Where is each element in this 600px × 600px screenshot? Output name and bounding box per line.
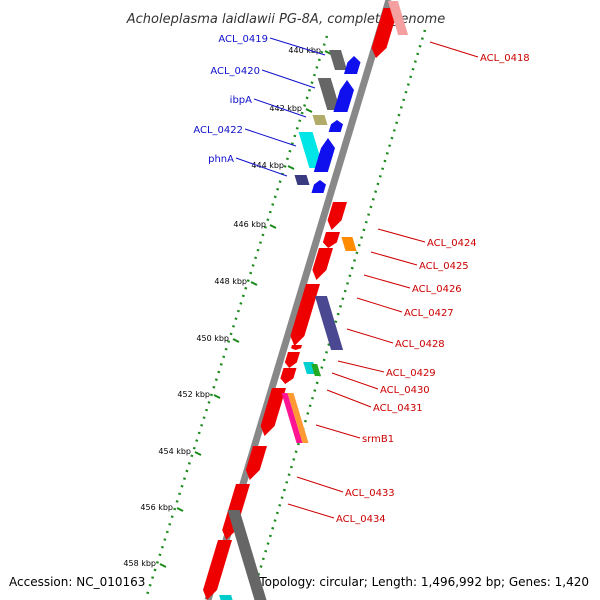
gene-label-reverse: ACL_0424 bbox=[427, 238, 477, 249]
accession-text: Accession: NC_010163 bbox=[9, 575, 145, 589]
tick-mark bbox=[305, 108, 313, 113]
gene-acl0428b bbox=[291, 345, 302, 350]
tick-mark bbox=[232, 338, 240, 343]
gene-features bbox=[203, 1, 409, 600]
gene-label-reverse: ACL_0428 bbox=[395, 339, 445, 350]
gene-label-forward: ibpA bbox=[230, 95, 252, 106]
leader-line bbox=[244, 128, 297, 147]
tick-mark bbox=[213, 394, 221, 399]
gene-label-reverse: ACL_0430 bbox=[380, 385, 430, 396]
gene-label-reverse: ACL_0425 bbox=[419, 261, 469, 272]
cds-acl0420 bbox=[317, 78, 341, 110]
gene-acl0418 bbox=[371, 8, 399, 58]
leader-line bbox=[429, 41, 479, 58]
tick-label: 440 kbp bbox=[288, 46, 321, 55]
gene-labels: ACL_0419 ACL_0420 ibpA ACL_0422 phnA ACL_0418… bbox=[193, 34, 529, 525]
gene-acl0422 bbox=[313, 138, 335, 172]
tick-mark bbox=[269, 224, 277, 229]
leader-line bbox=[337, 360, 385, 373]
tick-mark bbox=[287, 165, 295, 170]
gene-acl0427 bbox=[290, 284, 320, 346]
cds-acl0422 bbox=[298, 132, 324, 168]
gene-label-forward: ACL_0422 bbox=[193, 125, 243, 136]
gene-label-reverse: ACL_0418 bbox=[480, 53, 530, 64]
gene-acl0431 bbox=[260, 388, 286, 436]
leader-line bbox=[315, 424, 361, 439]
right-dotted-track bbox=[250, 29, 427, 597]
tick-label: 456 kbp bbox=[140, 503, 173, 512]
left-dotted-track bbox=[145, 35, 329, 596]
gene-acl0424b bbox=[322, 232, 340, 248]
leader-line bbox=[363, 274, 411, 289]
gene-label-reverse: ACL_0433 bbox=[345, 488, 395, 499]
gene-ibpa bbox=[328, 120, 343, 132]
cds-acl0430 bbox=[311, 364, 321, 376]
leader-line bbox=[377, 228, 426, 243]
tick-label: 458 kbp bbox=[123, 559, 156, 568]
tick-label: 444 kbp bbox=[251, 161, 284, 170]
leader-line bbox=[331, 372, 379, 390]
leader-line bbox=[326, 389, 372, 408]
gene-acl0430 bbox=[280, 368, 297, 384]
gene-label-reverse: ACL_0431 bbox=[373, 403, 423, 414]
leader-line bbox=[261, 69, 316, 89]
cds-acl0428 bbox=[314, 296, 344, 350]
cds-acl0418 bbox=[387, 1, 409, 35]
leader-line bbox=[370, 251, 418, 266]
dotted-tracks bbox=[145, 29, 427, 597]
map-title: Acholeplasma laidlawii PG-8A, complete g… bbox=[126, 12, 445, 27]
gene-acl0426 bbox=[312, 248, 333, 280]
gene-label-reverse: ACL_0426 bbox=[412, 284, 462, 295]
tick-label: 450 kbp bbox=[196, 334, 229, 343]
leader-line bbox=[346, 328, 394, 344]
genome-summary-text: Topology: circular; Length: 1,496,992 bp… bbox=[258, 575, 589, 589]
leader-line bbox=[235, 157, 288, 177]
label-leaders bbox=[235, 37, 479, 519]
gene-label-reverse: ACL_0429 bbox=[386, 368, 436, 379]
cds-bottom bbox=[219, 595, 233, 600]
tick-mark bbox=[194, 451, 202, 456]
gene-phna bbox=[311, 180, 326, 193]
leader-line bbox=[296, 476, 344, 493]
gene-label-forward: ACL_0420 bbox=[210, 66, 260, 77]
cds-acl0435 bbox=[227, 510, 267, 600]
gene-acl0424a bbox=[327, 202, 347, 230]
tick-label: 442 kbp bbox=[269, 104, 302, 113]
gene-label-reverse: srmB1 bbox=[362, 434, 394, 445]
cds-srmb1a bbox=[281, 393, 303, 443]
gene-label-reverse: ACL_0434 bbox=[336, 514, 386, 525]
tick-mark bbox=[324, 50, 332, 55]
leader-line bbox=[287, 503, 335, 519]
gene-acl0419 bbox=[343, 56, 361, 74]
cds-phna bbox=[294, 175, 310, 185]
cds-srmb1b bbox=[287, 393, 309, 443]
tick-mark bbox=[250, 281, 258, 286]
cds-ibpa bbox=[312, 115, 328, 125]
leader-line bbox=[356, 297, 403, 313]
gene-label-reverse: ACL_0427 bbox=[404, 308, 454, 319]
gene-acl0433 bbox=[245, 446, 267, 480]
tick-label: 452 kbp bbox=[177, 390, 210, 399]
tick-label: 446 kbp bbox=[233, 220, 266, 229]
tick-mark bbox=[176, 507, 184, 512]
gene-acl0420 bbox=[333, 80, 354, 112]
cds-acl0425 bbox=[341, 237, 357, 251]
tick-mark bbox=[159, 563, 167, 568]
coordinate-ticks: 440 kbp 442 kbp 444 kbp 446 kbp 448 kbp 450 k… bbox=[123, 46, 332, 568]
tick-label: 448 kbp bbox=[214, 277, 247, 286]
gene-acl0429 bbox=[284, 352, 300, 368]
gene-acl0435 bbox=[203, 540, 232, 600]
cds-acl0419 bbox=[329, 50, 347, 70]
gene-label-forward: phnA bbox=[208, 154, 234, 165]
gene-label-forward: ACL_0419 bbox=[218, 34, 268, 45]
leader-line bbox=[253, 98, 307, 118]
tick-label: 454 kbp bbox=[158, 447, 191, 456]
leader-line bbox=[269, 37, 326, 56]
